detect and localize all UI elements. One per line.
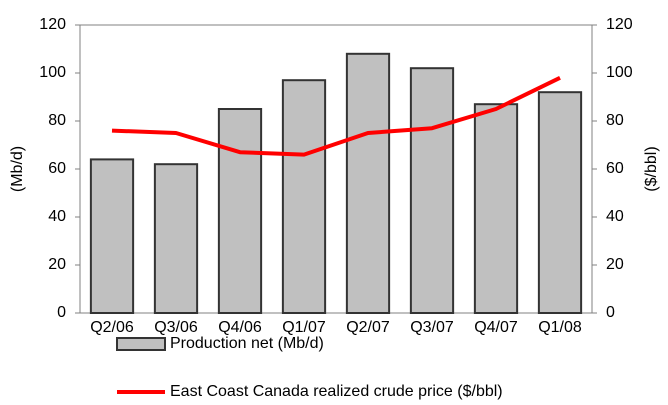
y2-tick-label: 100 xyxy=(606,64,633,81)
x-tick-label: Q1/08 xyxy=(538,319,582,336)
x-tick-label: Q2/07 xyxy=(346,319,390,336)
y2-tick-label: 60 xyxy=(606,160,624,177)
y-tick-label: 120 xyxy=(39,16,66,33)
bar xyxy=(537,91,583,314)
y-axis-label: (Mb/d) xyxy=(9,146,26,192)
bar xyxy=(473,103,519,314)
bar xyxy=(89,158,135,314)
y2-axis-label: ($/bbl) xyxy=(643,146,660,191)
x-tick-label: Q3/07 xyxy=(410,319,454,336)
y-tick-label: 60 xyxy=(48,160,66,177)
y2-tick-label: 0 xyxy=(606,304,615,321)
legend-label: Production net (Mb/d) xyxy=(170,335,324,352)
y-tick-label: 40 xyxy=(48,208,66,225)
y-tick-label: 20 xyxy=(48,256,66,273)
x-tick-label: Q4/07 xyxy=(474,319,518,336)
y2-tick-label: 40 xyxy=(606,208,624,225)
y2-tick-label: 20 xyxy=(606,256,624,273)
y2-tick-label: 80 xyxy=(606,112,624,129)
x-tick-label: Q1/07 xyxy=(282,319,326,336)
legend-label: East Coast Canada realized crude price (… xyxy=(170,383,503,400)
y2-tick-label: 120 xyxy=(606,16,633,33)
x-tick-label: Q3/06 xyxy=(154,319,198,336)
y-tick-label: 80 xyxy=(48,112,66,129)
bar xyxy=(281,79,327,314)
bar xyxy=(217,108,263,314)
x-tick-label: Q4/06 xyxy=(218,319,262,336)
bar xyxy=(153,163,199,314)
y-tick-label: 100 xyxy=(39,64,66,81)
bar xyxy=(345,52,391,315)
legend-swatch xyxy=(116,337,166,351)
x-tick-label: Q2/06 xyxy=(90,319,134,336)
bar xyxy=(409,67,455,314)
line xyxy=(111,76,561,157)
y-tick-label: 0 xyxy=(57,304,66,321)
